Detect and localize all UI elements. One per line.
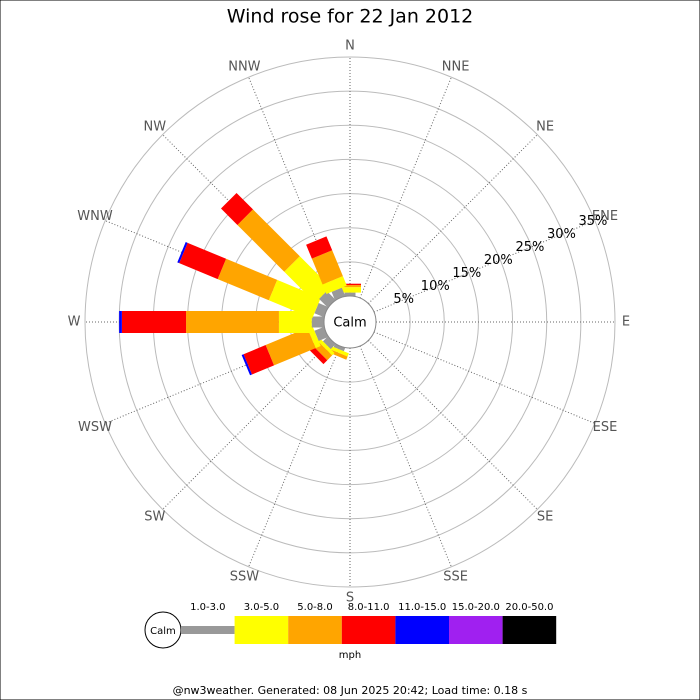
legend-label: 11.0-15.0 <box>398 602 446 613</box>
direction-label: NNE <box>442 60 470 75</box>
legend-swatch <box>181 626 235 634</box>
calm-circle <box>323 295 377 349</box>
r-tick-label: 25% <box>515 240 544 255</box>
bar-segment <box>119 311 122 333</box>
spoke <box>359 345 452 568</box>
bar-segment <box>311 250 343 285</box>
legend-calm-label: Calm <box>150 626 176 637</box>
bar-segment <box>217 258 278 301</box>
direction-label: SSE <box>443 569 468 584</box>
direction-label: SE <box>537 510 553 525</box>
bar-segment <box>268 279 321 319</box>
spoke <box>368 340 538 510</box>
legend-label: 3.0-5.0 <box>244 602 279 613</box>
bar-segment <box>243 345 275 375</box>
r-tick-label: 10% <box>421 279 450 294</box>
direction-label: N <box>345 39 355 54</box>
chart-title: Wind rose for 22 Jan 2012 <box>227 6 474 28</box>
direction-label: WSW <box>78 420 112 435</box>
direction-label: S <box>346 591 354 606</box>
bar-segment <box>177 242 188 264</box>
legend-swatch <box>234 616 289 644</box>
spoke <box>162 340 332 510</box>
legend: Calm mph 1.0-3.0 3.0-5.0 5.0-8.0 8.0-11.0 11… <box>144 602 557 661</box>
legend-label: 5.0-8.0 <box>297 602 332 613</box>
bar-segment <box>327 344 349 357</box>
bar-segment <box>186 311 279 333</box>
r-tick-label: 20% <box>484 253 513 268</box>
legend-unit: mph <box>339 650 361 661</box>
bar-segment <box>322 276 347 294</box>
spoke <box>373 220 596 313</box>
bar-segment <box>339 283 361 286</box>
r-tick-label: 35% <box>579 214 608 229</box>
spoke <box>359 76 452 299</box>
spoke <box>373 331 596 424</box>
legend-label: 1.0-3.0 <box>190 602 225 613</box>
bar-segment <box>333 343 346 352</box>
bar-segment <box>344 292 356 296</box>
bar-segment <box>316 337 335 356</box>
direction-label: ENE <box>592 209 618 224</box>
bar-segment <box>179 242 227 280</box>
bar-segment <box>306 236 333 259</box>
bar-segment <box>314 326 329 341</box>
r-tick-label: 15% <box>452 266 481 281</box>
spoke <box>368 134 538 304</box>
legend-label: 8.0-11.0 <box>348 602 390 613</box>
direction-label: SW <box>144 510 165 525</box>
spoke <box>248 345 341 568</box>
bar-segment <box>307 344 328 365</box>
direction-label: ESE <box>593 420 618 435</box>
r-tick-label: 5% <box>393 292 414 307</box>
bar-segment <box>339 285 361 288</box>
bar-segment <box>314 303 329 318</box>
grid-ring <box>84 56 616 588</box>
legend-swatch <box>449 616 503 644</box>
bar-segment <box>311 316 324 328</box>
direction-label: NE <box>536 119 554 134</box>
legend-swatch <box>341 616 396 644</box>
legend-label: 20.0-50.0 <box>505 602 553 613</box>
direction-label: WNW <box>77 209 113 224</box>
direction-label: E <box>622 315 630 330</box>
legend-swatch <box>288 616 342 644</box>
bar-segment <box>237 209 300 272</box>
direction-label: NW <box>144 119 167 134</box>
bar-segment <box>339 287 361 293</box>
bar-segment <box>322 336 336 350</box>
bar-segment <box>278 311 312 333</box>
legend-label: 15.0-20.0 <box>452 602 500 613</box>
direction-label: W <box>68 315 81 330</box>
bar-segment <box>284 256 331 303</box>
bars <box>119 192 361 376</box>
bar-segment <box>220 192 253 225</box>
footer: @nw3weather. Generated: 08 Jun 2025 20:4… <box>173 684 528 697</box>
legend-swatch <box>395 616 449 644</box>
direction-label: NNW <box>228 60 260 75</box>
bar-segment <box>265 327 316 366</box>
bar-segment <box>241 354 252 376</box>
r-tick-label: 30% <box>547 227 576 242</box>
direction-label: SSW <box>230 569 260 584</box>
calm-label: Calm <box>333 316 366 331</box>
bar-segment <box>121 311 187 333</box>
legend-swatch <box>502 616 557 644</box>
